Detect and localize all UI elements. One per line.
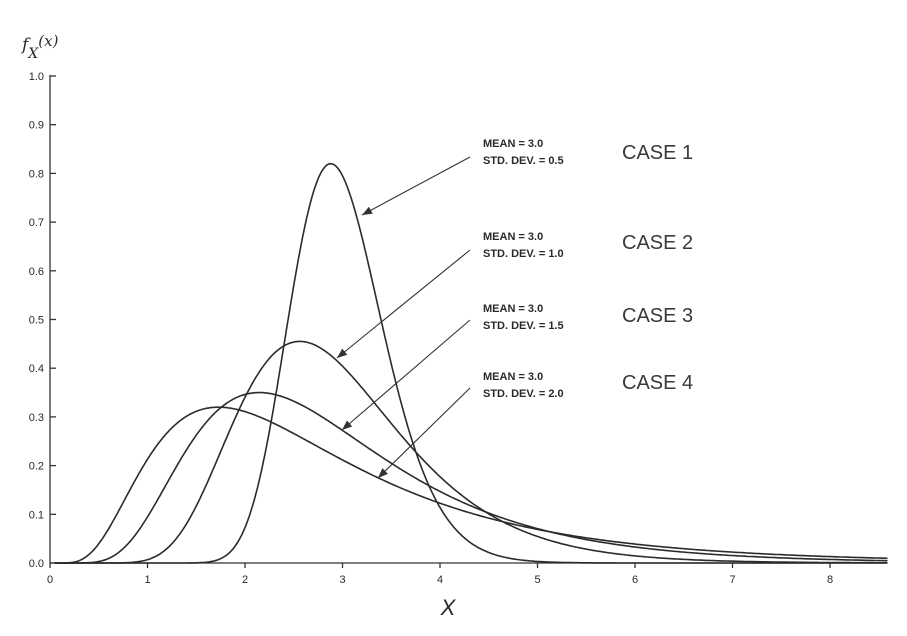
y-tick-label: 0.4 bbox=[29, 363, 44, 375]
case-2-arrowhead bbox=[337, 348, 348, 358]
x-tick-label: 1 bbox=[144, 574, 150, 586]
case-1-mean-label: MEAN = 3.0 bbox=[483, 138, 543, 150]
y-tick-label: 0.6 bbox=[29, 266, 44, 278]
case-3-title: CASE 3 bbox=[622, 305, 693, 327]
curve-case-2 bbox=[54, 340, 888, 564]
x-tick-label: 5 bbox=[534, 574, 540, 586]
curve-case-1 bbox=[54, 162, 888, 564]
x-tick-label: 6 bbox=[632, 574, 638, 586]
x-tick-label: 7 bbox=[729, 574, 735, 586]
curve-case-3 bbox=[54, 391, 888, 564]
case-4-mean-label: MEAN = 3.0 bbox=[483, 371, 543, 383]
y-axis-label: fX(x) bbox=[20, 32, 59, 62]
y-tick-label: 0.1 bbox=[29, 509, 44, 521]
case-2-mean-label: MEAN = 3.0 bbox=[483, 231, 543, 243]
y-tick-label: 0.9 bbox=[29, 120, 44, 132]
x-tick-label: 3 bbox=[339, 574, 345, 586]
y-tick-label: 0.5 bbox=[29, 315, 44, 327]
case-4-title: CASE 4 bbox=[622, 372, 693, 394]
case-1-arrow bbox=[361, 156, 471, 216]
case-1-arrowhead bbox=[362, 206, 373, 215]
case-2-title: CASE 2 bbox=[622, 232, 693, 254]
x-tick-label: 2 bbox=[242, 574, 248, 586]
case-1-title: CASE 1 bbox=[622, 142, 693, 164]
case-3-arrowhead bbox=[342, 420, 353, 430]
x-axis-label: X bbox=[440, 595, 457, 620]
case-3-arrow bbox=[341, 319, 471, 431]
case-4-sd-label: STD. DEV. = 2.0 bbox=[483, 388, 564, 400]
curve-case-4 bbox=[54, 406, 888, 564]
x-tick-label: 4 bbox=[437, 574, 443, 586]
y-tick-label: 0.8 bbox=[29, 168, 44, 180]
x-tick-label: 8 bbox=[827, 574, 833, 586]
case-3-mean-label: MEAN = 3.0 bbox=[483, 303, 543, 315]
x-tick-label: 0 bbox=[47, 574, 53, 586]
y-tick-label: 0.7 bbox=[29, 217, 44, 229]
y-tick-label: 0.0 bbox=[29, 558, 44, 570]
y-tick-label: 0.3 bbox=[29, 412, 44, 424]
case-2-arrow bbox=[336, 249, 471, 359]
y-tick-label: 0.2 bbox=[29, 461, 44, 473]
case-4-arrowhead bbox=[378, 468, 388, 478]
y-tick-label: 1.0 bbox=[29, 71, 44, 83]
case-2-sd-label: STD. DEV. = 1.0 bbox=[483, 248, 564, 260]
case-4-arrow bbox=[377, 387, 471, 479]
case-1-sd-label: STD. DEV. = 0.5 bbox=[483, 155, 564, 167]
case-3-sd-label: STD. DEV. = 1.5 bbox=[483, 320, 564, 332]
